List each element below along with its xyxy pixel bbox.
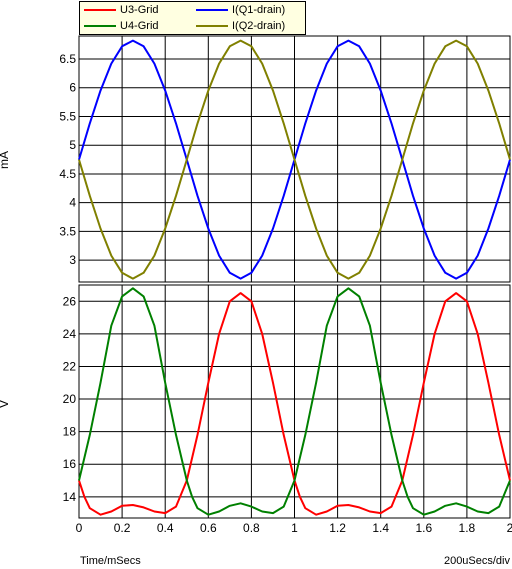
y-tick-label: 22: [63, 359, 77, 373]
x-tick-label: 1.2: [329, 521, 346, 535]
series-line-u4-grid: [78, 287, 511, 516]
x-tick-label: 1.4: [372, 521, 389, 535]
y-tick-label: 5.5: [59, 109, 76, 123]
legend: U3-Grid I(Q1-drain) U4-Grid I(Q2-drain): [79, 1, 306, 35]
x-scale-label: 200uSecs/div: [443, 555, 510, 567]
y-axis-label: mA: [0, 151, 11, 169]
x-axis-label: Time/mSecs: [80, 555, 141, 567]
y-axis-label: V: [0, 400, 11, 408]
legend-label-u3-grid: U3-Grid: [120, 4, 159, 16]
legend-swatch-q1-drain: [196, 9, 228, 11]
x-tick-label: 1.8: [459, 521, 476, 535]
y-tick-label: 6.5: [59, 52, 76, 66]
y-tick-label: 3.5: [59, 224, 76, 238]
y-tick-label: 16: [63, 457, 77, 471]
y-tick-label: 14: [63, 490, 77, 504]
legend-swatch-u3-grid: [84, 9, 116, 11]
y-tick-label: 6: [69, 81, 76, 95]
series-line-i-q2-drain: [78, 39, 511, 280]
y-tick-label: 5: [69, 138, 76, 152]
legend-swatch-q2-drain: [196, 25, 228, 27]
y-tick-label: 3: [69, 253, 76, 267]
y-tick-label: 4: [69, 196, 76, 210]
legend-label-u4-grid: U4-Grid: [120, 20, 159, 32]
x-tick-label: 0.6: [200, 521, 217, 535]
y-tick-label: 26: [63, 294, 77, 308]
x-tick-label: 0.4: [157, 521, 174, 535]
x-tick-label: 0.2: [114, 521, 131, 535]
legend-label-q1-drain: I(Q1-drain): [232, 4, 286, 16]
y-tick-label: 20: [63, 392, 77, 406]
plot-frame: [78, 284, 511, 519]
y-tick-label: 24: [63, 327, 77, 341]
y-tick-label: 18: [63, 425, 77, 439]
legend-swatch-u4-grid: [84, 25, 116, 27]
x-tick-label: 1.6: [415, 521, 432, 535]
x-tick-label: 2: [507, 521, 512, 535]
x-tick-label: 0: [76, 521, 83, 535]
x-tick-label: 1: [291, 521, 298, 535]
legend-label-q2-drain: I(Q2-drain): [232, 20, 286, 32]
x-tick-label: 0.8: [243, 521, 260, 535]
y-tick-label: 4.5: [59, 167, 76, 181]
